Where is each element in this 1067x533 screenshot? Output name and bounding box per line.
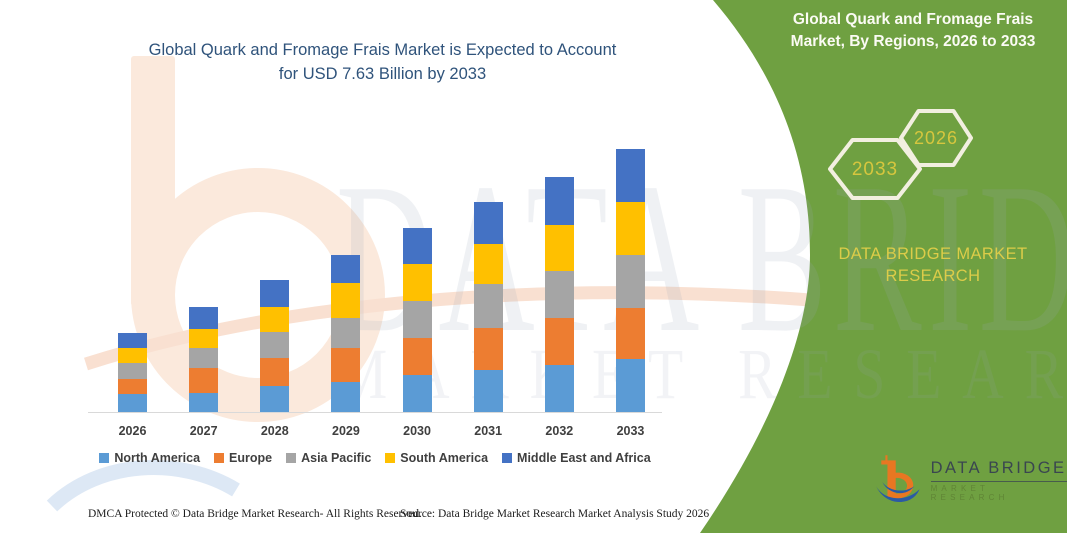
bar-segment: [189, 347, 219, 368]
bar-segment: [544, 225, 574, 272]
bar-segment: [544, 365, 574, 412]
bar-segment: [260, 279, 290, 307]
legend-label: North America: [114, 451, 201, 465]
bar-segment: [544, 318, 574, 366]
bar-segment: [402, 375, 432, 412]
panel-title-line1: Global Quark and Fromage Frais: [792, 11, 1034, 28]
bar-segment: [473, 328, 503, 370]
legend-item: Asia Pacific: [286, 451, 371, 465]
bar-segment: [118, 394, 147, 412]
stacked-bar-2026: [118, 333, 147, 412]
bar-segment: [118, 363, 147, 379]
stacked-bar-2027: [189, 306, 219, 412]
bar-segment: [615, 358, 645, 412]
legend-swatch: [214, 453, 225, 463]
bar-segment: [331, 283, 361, 318]
x-axis-label: 2032: [545, 424, 574, 438]
legend-item: Middle East and Africa: [502, 451, 651, 465]
brand-logo: DATA BRIDGE MARKET RESEARCH: [872, 452, 1067, 508]
bar-segment: [189, 306, 219, 329]
brand-wordmark-line2: RESEARCH: [885, 267, 981, 285]
stacked-bar-2030: [402, 228, 432, 412]
bar-segment: [615, 308, 645, 359]
bar-segment: [260, 306, 290, 332]
bar-segment: [118, 378, 147, 395]
x-axis-label: 2033: [616, 424, 645, 438]
bar-segment: [331, 317, 361, 348]
logo-name: DATA BRIDGE: [930, 459, 1067, 482]
bar-segment: [402, 338, 432, 376]
stacked-bar-2031: [473, 202, 503, 412]
legend-item: North America: [99, 451, 200, 465]
brand-wordmark: DATA BRIDGE MARKET RESEARCH: [828, 243, 1038, 287]
bar-segment: [544, 176, 574, 226]
bar-segment: [260, 357, 290, 387]
bar-segment: [331, 347, 361, 382]
x-axis-label: 2027: [189, 424, 218, 438]
panel-title-line2: Market, By Regions, 2026 to 2033: [790, 32, 1036, 50]
panel-title: Global Quark and Fromage Frais Market, B…: [772, 9, 1054, 52]
hexagon-label-2026: 2026: [913, 128, 959, 148]
hexagon-label-2033: 2033: [851, 159, 899, 180]
brand-wordmark-line1: DATA BRIDGE MARKET: [838, 245, 1028, 263]
x-axis-line: [88, 412, 662, 413]
bar-segment: [331, 381, 361, 412]
legend-swatch: [286, 453, 297, 463]
bar-segment: [402, 301, 432, 339]
bar-segment: [402, 228, 432, 265]
x-axis-label: 2026: [118, 424, 147, 438]
stacked-bar-2029: [331, 255, 361, 412]
bar-segment: [118, 347, 147, 364]
legend-swatch: [99, 453, 110, 463]
footer-source: Source: Data Bridge Market Research Mark…: [400, 508, 710, 520]
legend-swatch: [502, 453, 513, 463]
chart-title-line2: for USD 7.63 Billion by 2033: [278, 65, 487, 83]
legend-label: South America: [400, 451, 489, 465]
stacked-bar-2032: [544, 176, 574, 412]
data-bridge-logo-icon: [876, 455, 920, 503]
bar-segment: [615, 149, 645, 203]
x-axis-label: 2031: [474, 424, 503, 438]
bar-segment: [615, 202, 645, 255]
legend-item: South America: [385, 451, 488, 465]
bar-segment: [615, 254, 645, 309]
legend-label: Asia Pacific: [301, 451, 372, 465]
bar-segment: [473, 369, 503, 412]
stacked-bar-2033: [615, 149, 645, 412]
bar-segment: [260, 386, 290, 412]
stacked-bar-2028: [260, 279, 290, 412]
chart-title-line1: Global Quark and Fromage Frais Market is…: [148, 41, 617, 59]
bar-segment: [260, 332, 290, 358]
legend-label: Middle East and Africa: [517, 451, 651, 465]
legend-label: Europe: [229, 451, 273, 465]
bar-segment: [473, 244, 503, 285]
hexagon-2026: [899, 109, 973, 167]
x-axis-label: 2029: [332, 424, 360, 438]
chart-title: Global Quark and Fromage Frais Market is…: [60, 38, 705, 86]
logo-subname: MARKET RESEARCH: [930, 483, 1009, 502]
watermark-logo-b: [46, 56, 811, 512]
bar-segment: [118, 333, 147, 348]
x-axis-label: 2028: [260, 424, 289, 438]
green-panel: [700, 0, 1067, 533]
legend-swatch: [385, 453, 396, 463]
legend-item: Europe: [214, 451, 272, 465]
bar-segment: [402, 264, 432, 302]
bar-segment: [189, 393, 219, 412]
bar-segment: [544, 271, 574, 319]
chart-legend: North America Europe Asia Pacific South Ame…: [10, 451, 740, 465]
bar-segment: [473, 284, 503, 329]
x-axis-label: 2030: [403, 424, 431, 438]
footer-copyright: DMCA Protected © Data Bridge Market Rese…: [88, 508, 422, 520]
bar-segment: [189, 328, 219, 348]
bar-segment: [331, 255, 361, 284]
bar-segment: [189, 367, 219, 393]
bar-segment: [473, 202, 503, 245]
hexagon-2033: [828, 138, 922, 200]
